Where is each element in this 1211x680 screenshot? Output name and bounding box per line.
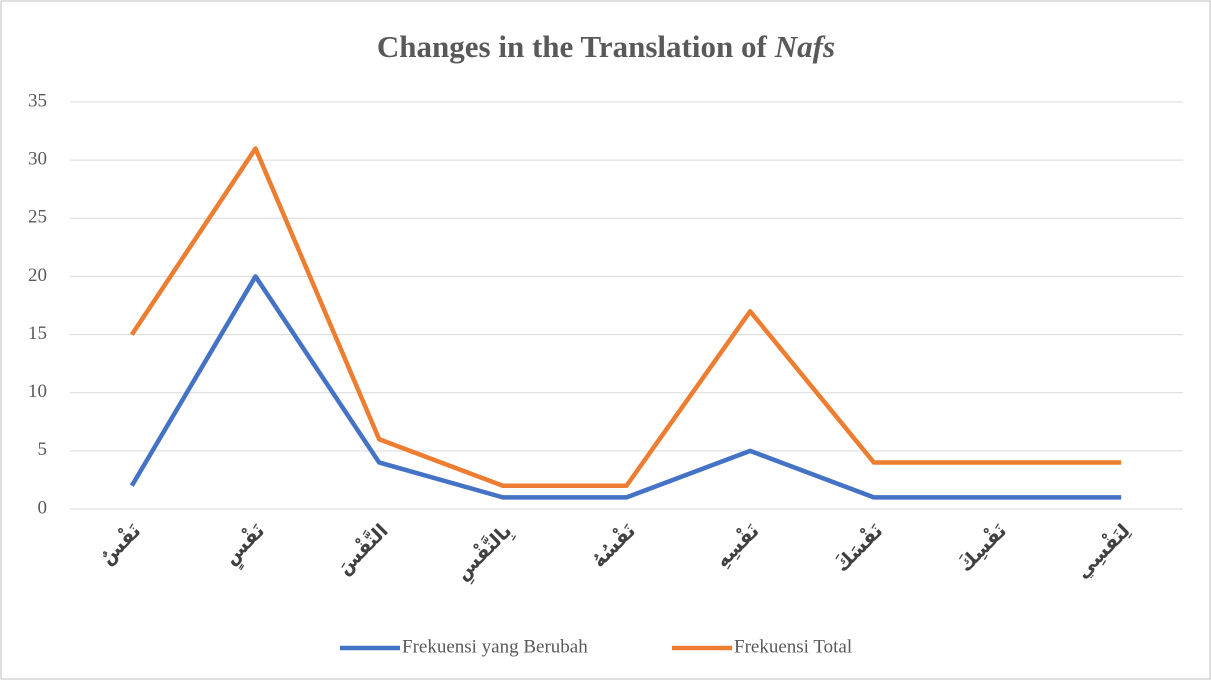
title-emphasis: Nafs [774, 29, 835, 64]
legend-label: Frekuensi yang Berubah [402, 636, 588, 657]
chart-title: Changes in the Translation of Nafs [377, 29, 835, 64]
y-tick-label: 30 [28, 149, 47, 170]
y-tick-label: 35 [28, 90, 47, 111]
y-tick-label: 10 [28, 381, 47, 402]
y-tick-label: 20 [28, 265, 47, 286]
y-tick-label: 5 [38, 439, 48, 460]
title-text: Changes in the Translation of [377, 29, 768, 64]
y-tick-label: 0 [38, 497, 48, 518]
y-tick-label: 15 [28, 323, 47, 344]
series-line [129, 274, 1122, 500]
y-tick-label: 25 [28, 207, 47, 228]
legend-label: Frekuensi Total [734, 636, 852, 657]
series-line [129, 146, 1122, 488]
